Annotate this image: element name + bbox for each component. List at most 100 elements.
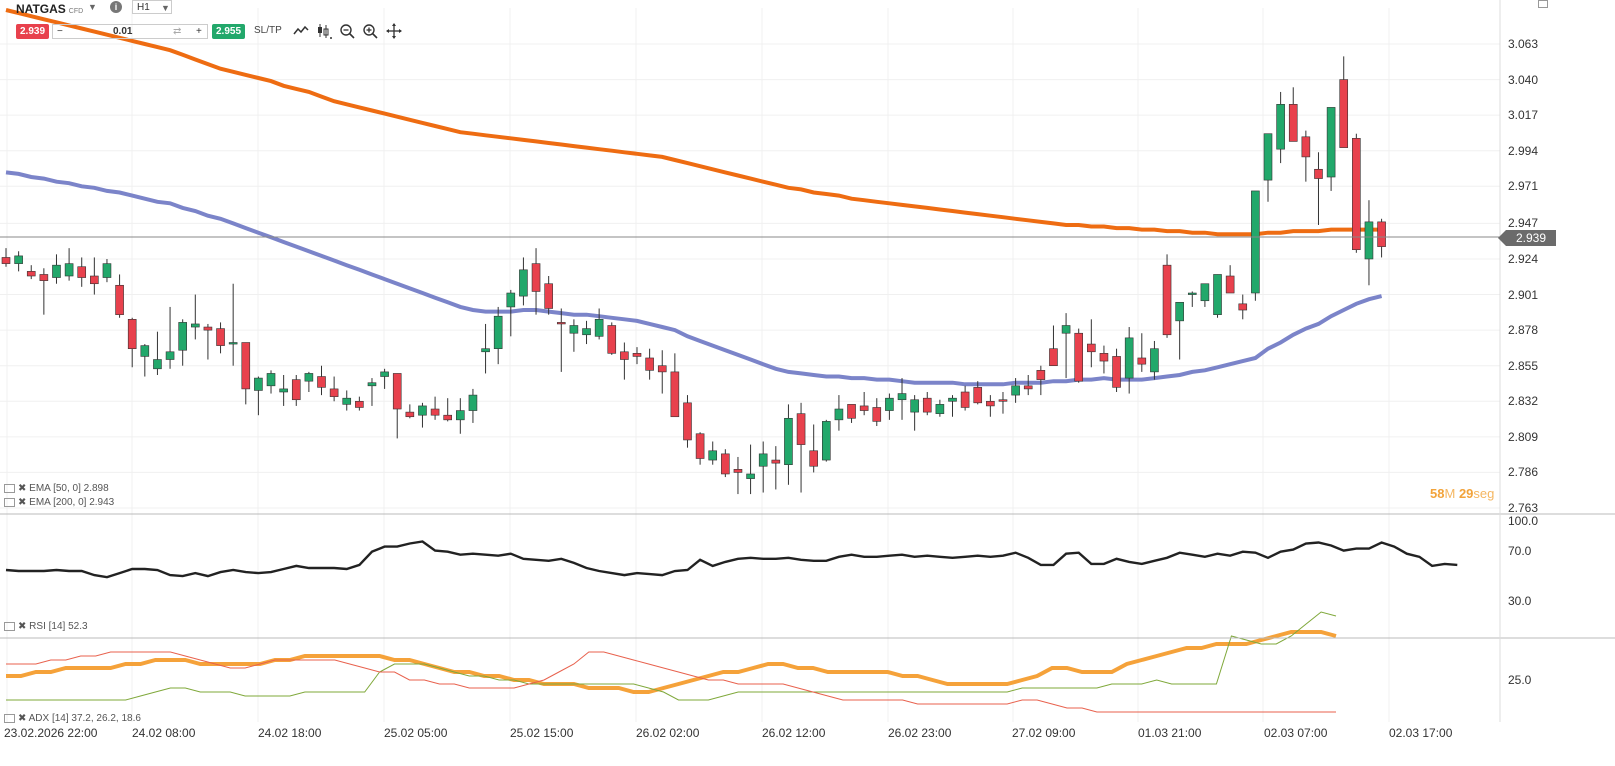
candle bbox=[430, 396, 440, 420]
rsi-line bbox=[5, 540, 1458, 579]
candle bbox=[922, 392, 932, 416]
candle bbox=[594, 308, 604, 340]
legend-settings-icon[interactable] bbox=[4, 483, 15, 493]
candle bbox=[519, 257, 528, 306]
swap-icon[interactable]: ⇄ bbox=[173, 26, 182, 37]
candle bbox=[998, 392, 1008, 414]
candle bbox=[1049, 325, 1058, 367]
rsi-path bbox=[5, 540, 1458, 579]
candles-icon[interactable] bbox=[315, 22, 333, 40]
sell-price-button[interactable]: 2.939 bbox=[16, 24, 50, 39]
candle bbox=[973, 381, 983, 405]
legend-settings-icon[interactable] bbox=[4, 713, 15, 723]
candle bbox=[191, 294, 200, 340]
candle bbox=[708, 441, 718, 465]
crosshair-icon[interactable] bbox=[385, 22, 403, 40]
time-tick-label: 26.02 02:00 bbox=[636, 726, 700, 740]
candle bbox=[834, 395, 844, 431]
close-icon[interactable]: ✖ bbox=[18, 713, 29, 724]
timeframe-dropdown-icon: ▼ bbox=[161, 3, 170, 13]
candle bbox=[140, 344, 150, 377]
candle bbox=[241, 342, 251, 405]
candle bbox=[1352, 133, 1361, 253]
candle bbox=[1200, 283, 1210, 307]
candle bbox=[506, 289, 516, 337]
timeframe-select[interactable]: H1 ▼ bbox=[132, 0, 172, 14]
adx-tick-label: 25.0 bbox=[1508, 673, 1532, 687]
maximize-icon[interactable] bbox=[1538, 0, 1548, 8]
candle bbox=[531, 248, 541, 315]
candle bbox=[582, 320, 591, 345]
quantity-increase-button[interactable]: + bbox=[196, 26, 202, 37]
candle bbox=[1112, 348, 1121, 392]
candle bbox=[493, 306, 503, 365]
candle bbox=[695, 432, 705, 465]
candle bbox=[1288, 87, 1298, 142]
candle bbox=[279, 374, 288, 406]
time-tick-label: 26.02 12:00 bbox=[762, 726, 826, 740]
adx-legend[interactable]: ✖ ADX [14] 37.2, 26.2, 18.6 bbox=[4, 713, 141, 724]
candles bbox=[1, 56, 1386, 495]
candle bbox=[1074, 328, 1083, 383]
candle bbox=[1314, 152, 1323, 225]
ema50-legend[interactable]: ✖ EMA [50, 0] 2.898 bbox=[4, 483, 109, 494]
time-tick-label: 25.02 05:00 bbox=[384, 726, 448, 740]
info-icon[interactable]: i bbox=[110, 1, 122, 13]
candle bbox=[153, 331, 162, 375]
candle bbox=[569, 319, 579, 352]
legend-settings-icon[interactable] bbox=[4, 497, 15, 507]
candle bbox=[418, 402, 427, 428]
candle bbox=[392, 373, 402, 439]
symbol-dropdown-icon[interactable]: ▼ bbox=[88, 2, 97, 12]
zoom-in-icon[interactable] bbox=[361, 22, 379, 40]
price-tick-label: 2.924 bbox=[1508, 251, 1539, 266]
rsi-legend[interactable]: ✖ RSI [14] 52.3 bbox=[4, 621, 88, 632]
price-tick-label: 2.855 bbox=[1508, 358, 1539, 373]
candle bbox=[632, 347, 642, 365]
timer-seconds-label: seg bbox=[1473, 486, 1495, 501]
candle bbox=[897, 378, 907, 420]
candle bbox=[228, 283, 238, 366]
candle bbox=[1124, 327, 1134, 394]
candle bbox=[859, 392, 869, 416]
candle bbox=[1301, 130, 1311, 182]
close-icon[interactable]: ✖ bbox=[18, 483, 30, 494]
ema200-legend[interactable]: ✖ EMA [200, 0] 2.943 bbox=[4, 497, 114, 508]
candle bbox=[1339, 56, 1349, 148]
candle bbox=[620, 342, 629, 380]
quantity-input[interactable]: 0.01 bbox=[113, 26, 133, 37]
candle bbox=[746, 444, 755, 495]
legend-settings-icon[interactable] bbox=[4, 621, 15, 631]
quantity-decrease-button[interactable]: − bbox=[57, 26, 63, 37]
time-tick-label: 25.02 15:00 bbox=[510, 726, 574, 740]
sltp-button[interactable]: SL/TP bbox=[254, 25, 282, 36]
ema200-line bbox=[5, 8, 1382, 237]
close-icon[interactable]: ✖ bbox=[18, 621, 30, 632]
candle bbox=[52, 254, 61, 284]
zoom-out-icon[interactable] bbox=[338, 22, 356, 40]
candle bbox=[948, 395, 957, 417]
candle bbox=[910, 395, 919, 431]
candle bbox=[657, 350, 667, 394]
candle bbox=[784, 404, 793, 485]
candle bbox=[607, 322, 617, 355]
symbol-name[interactable]: NATGAS CFD bbox=[16, 2, 83, 16]
candle bbox=[127, 317, 137, 368]
candle bbox=[342, 390, 352, 411]
buy-price-button[interactable]: 2.955 bbox=[212, 24, 246, 39]
candle bbox=[885, 393, 894, 420]
candle bbox=[1036, 365, 1046, 396]
price-tick-label: 3.017 bbox=[1508, 108, 1539, 123]
price-tick-label: 2.763 bbox=[1508, 501, 1539, 515]
candle bbox=[291, 374, 301, 406]
candle bbox=[721, 449, 730, 478]
candle bbox=[1099, 345, 1109, 374]
top-toolbar: NATGAS CFD ▼ i H1 ▼ 2.939 − 0.01 ⇄ + 2.955… bbox=[0, 0, 1615, 46]
line-chart-icon[interactable] bbox=[292, 22, 310, 40]
price-tick-label: 2.947 bbox=[1508, 216, 1539, 231]
timeframe-label: H1 bbox=[137, 2, 150, 13]
candle bbox=[1, 248, 11, 267]
close-icon[interactable]: ✖ bbox=[18, 497, 30, 508]
candle bbox=[26, 265, 36, 280]
